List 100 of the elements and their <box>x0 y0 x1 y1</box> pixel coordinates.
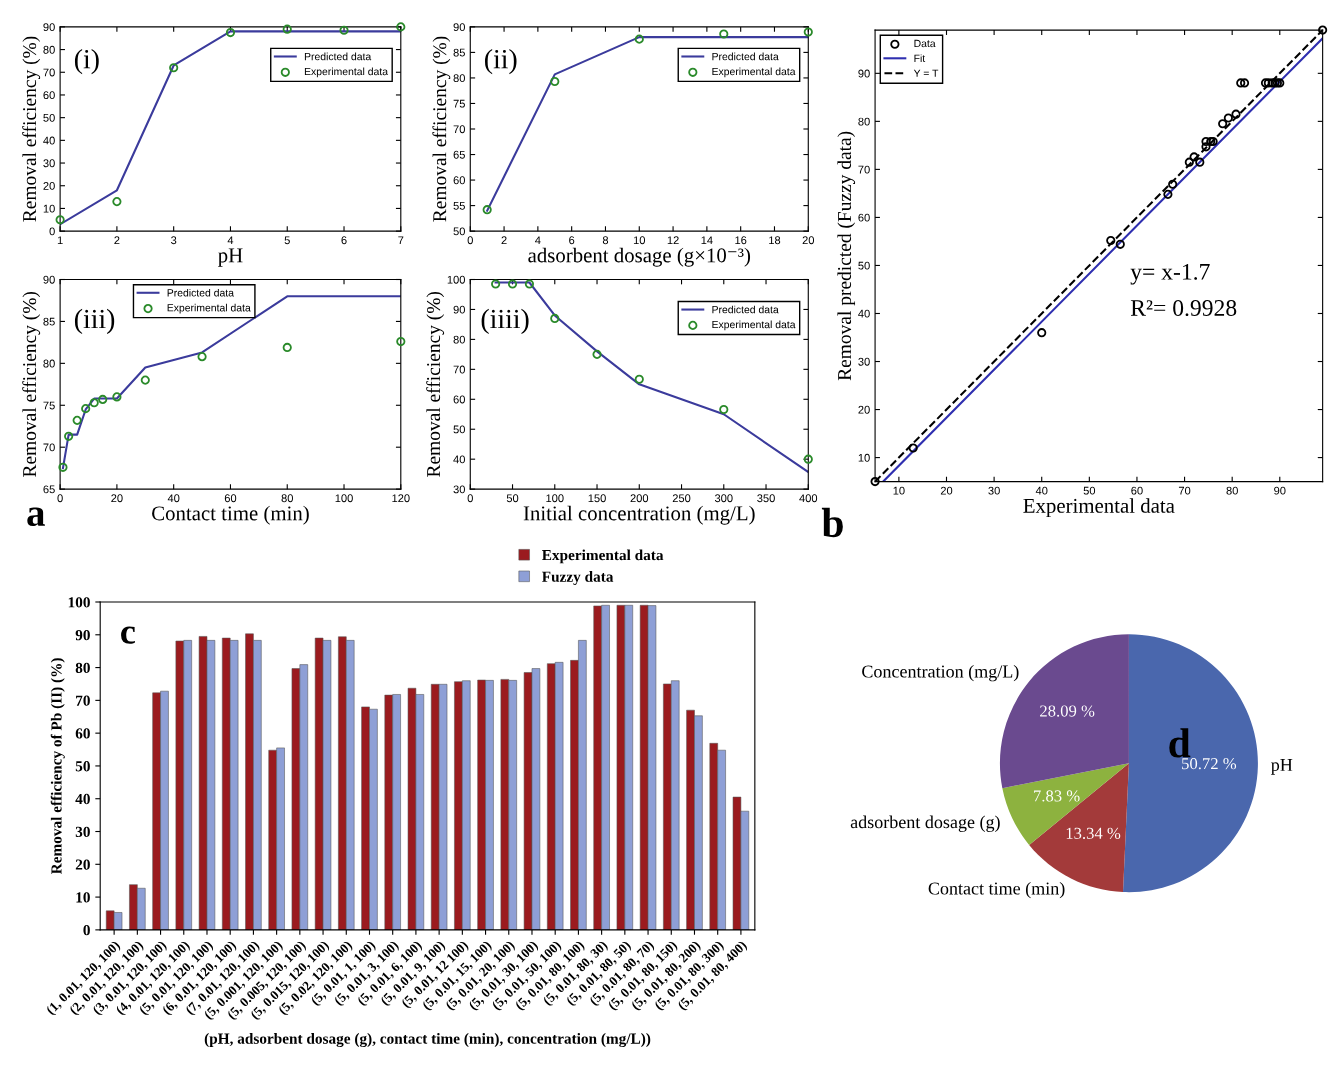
y-tick-label: 90 <box>43 23 55 32</box>
x-tick-label: 12 <box>667 236 679 245</box>
x-tick-label: 50 <box>1083 486 1096 495</box>
y-axis-title: Removal predicted (Fuzzy data) <box>837 131 856 381</box>
y-tick-label: 10 <box>858 453 870 462</box>
data-label: 7.83 % <box>1034 790 1080 802</box>
x-tick-label: 10 <box>633 236 646 245</box>
x-tick-label: 18 <box>769 236 781 245</box>
y-tick-label: 70 <box>76 695 90 706</box>
y-tick-label: 50 <box>453 227 465 236</box>
x-tick-label: 100 <box>335 494 353 503</box>
legend-label: Predicted data <box>304 52 372 61</box>
slice-label: Contact time (min) <box>928 881 1065 899</box>
y-tick-label: 60 <box>75 728 90 739</box>
y-tick-label: 30 <box>858 357 870 366</box>
y-tick-label: 60 <box>453 176 465 185</box>
y-tick-label: 55 <box>453 201 465 210</box>
annotation: (ii) <box>485 49 517 75</box>
x-tick-label: 250 <box>672 494 691 503</box>
x-tick-label: 4 <box>227 236 234 245</box>
y-tick-label: 40 <box>858 309 870 318</box>
y-tick-label: 10 <box>43 204 55 213</box>
y-tick-label: 30 <box>43 159 55 168</box>
y-tick-label: 70 <box>43 68 55 77</box>
y-tick-label: 90 <box>453 305 465 314</box>
text: a <box>27 507 45 527</box>
x-tick-label: 150 <box>588 494 606 503</box>
y-tick-label: 80 <box>453 335 465 344</box>
x-tick-label: 70 <box>1178 486 1191 495</box>
y-tick-label: 80 <box>43 45 55 54</box>
slice-label: pH <box>1271 759 1293 775</box>
x-tick-label: 14 <box>701 236 713 245</box>
x-tick-label: 8 <box>602 236 609 245</box>
y-tick-label: 70 <box>453 365 465 374</box>
x-tick-label: 2 <box>114 236 120 245</box>
x-tick-label: 5 <box>284 236 290 245</box>
y-tick-label: 85 <box>43 317 55 326</box>
data-label: 13.34 % <box>1066 827 1121 839</box>
legend-label: Experimental data <box>712 320 796 331</box>
legend-label: Predicted data <box>167 288 234 297</box>
y-axis-title: Removal efficiency (%) <box>426 291 445 477</box>
y-tick-label: 0 <box>83 925 90 936</box>
x-tick-label: 80 <box>281 494 293 503</box>
x-tick-label: 350 <box>757 494 775 503</box>
x-tick-label: 300 <box>714 494 733 503</box>
y-tick-label: 20 <box>858 405 870 414</box>
legend-label: Experimental data <box>542 549 664 564</box>
y-tick-label: 80 <box>43 359 55 368</box>
x-tick-label: 90 <box>1274 486 1286 495</box>
data-label: 50.72 % <box>1182 758 1237 770</box>
y-tick-label: 90 <box>75 629 90 641</box>
x-tick-label: 0 <box>467 236 473 245</box>
x-tick-label: 0 <box>57 494 63 503</box>
legend-label: Fit <box>914 54 926 63</box>
y-axis-title: Removal efficiency of Pb (II) (%) <box>50 658 65 875</box>
legend-label: Predicted data <box>712 305 779 314</box>
x-tick-label: 60 <box>224 494 237 503</box>
data-label: 28.09 % <box>1040 705 1095 717</box>
annotation: y= x-1.7 <box>1130 263 1210 285</box>
legend-label: Fuzzy data <box>542 571 614 585</box>
x-tick-label: 20 <box>111 494 123 503</box>
x-tick-label: 3 <box>171 236 177 245</box>
x-tick-label: 400 <box>799 494 818 503</box>
legend-label: Experimental data <box>167 303 251 314</box>
y-tick-label: 70 <box>858 165 870 174</box>
y-tick-label: 50 <box>858 261 870 270</box>
annotation: c <box>121 626 135 644</box>
x-tick-label: 1 <box>57 236 63 245</box>
y-tick-label: 50 <box>453 425 465 434</box>
legend-label: Data <box>914 39 936 48</box>
y-tick-label: 70 <box>453 125 465 134</box>
y-axis-title: Removal efficiency (%) <box>22 36 41 222</box>
x-axis-title: adsorbent dosage (g×10⁻³) <box>528 247 751 267</box>
x-tick-label: 80 <box>1226 486 1238 495</box>
y-tick-label: 70 <box>43 443 55 452</box>
annotation: (iiii) <box>481 308 529 335</box>
text: d <box>1169 728 1191 758</box>
y-tick-label: 40 <box>453 455 465 464</box>
x-tick-label: 4 <box>535 236 541 245</box>
x-tick-label: 200 <box>630 494 649 503</box>
y-tick-label: 20 <box>75 859 90 870</box>
y-axis-title: Removal efficiency (%) <box>22 291 41 477</box>
x-tick-label: 30 <box>988 486 1000 495</box>
x-tick-label: 40 <box>167 494 180 503</box>
y-tick-label: 40 <box>75 793 90 805</box>
y-tick-label: 50 <box>43 113 55 122</box>
y-tick-label: 60 <box>858 213 870 222</box>
x-tick-label: 16 <box>735 236 747 245</box>
legend-label: Experimental data <box>304 67 389 78</box>
x-axis-title: (pH, adsorbent dosage (g), contact time (min), concentration (mg/L)) <box>204 1033 651 1047</box>
x-tick-label: 40 <box>1035 486 1048 495</box>
y-tick-label: 30 <box>75 826 90 837</box>
legend-label: Predicted data <box>712 52 779 61</box>
x-tick-label: 6 <box>341 236 347 245</box>
x-tick-label: 20 <box>802 236 815 245</box>
y-tick-label: 80 <box>858 117 870 126</box>
y-tick-label: 90 <box>453 23 465 32</box>
y-tick-label: 90 <box>858 69 870 78</box>
y-tick-label: 100 <box>447 275 465 284</box>
x-tick-label: 120 <box>392 494 410 503</box>
